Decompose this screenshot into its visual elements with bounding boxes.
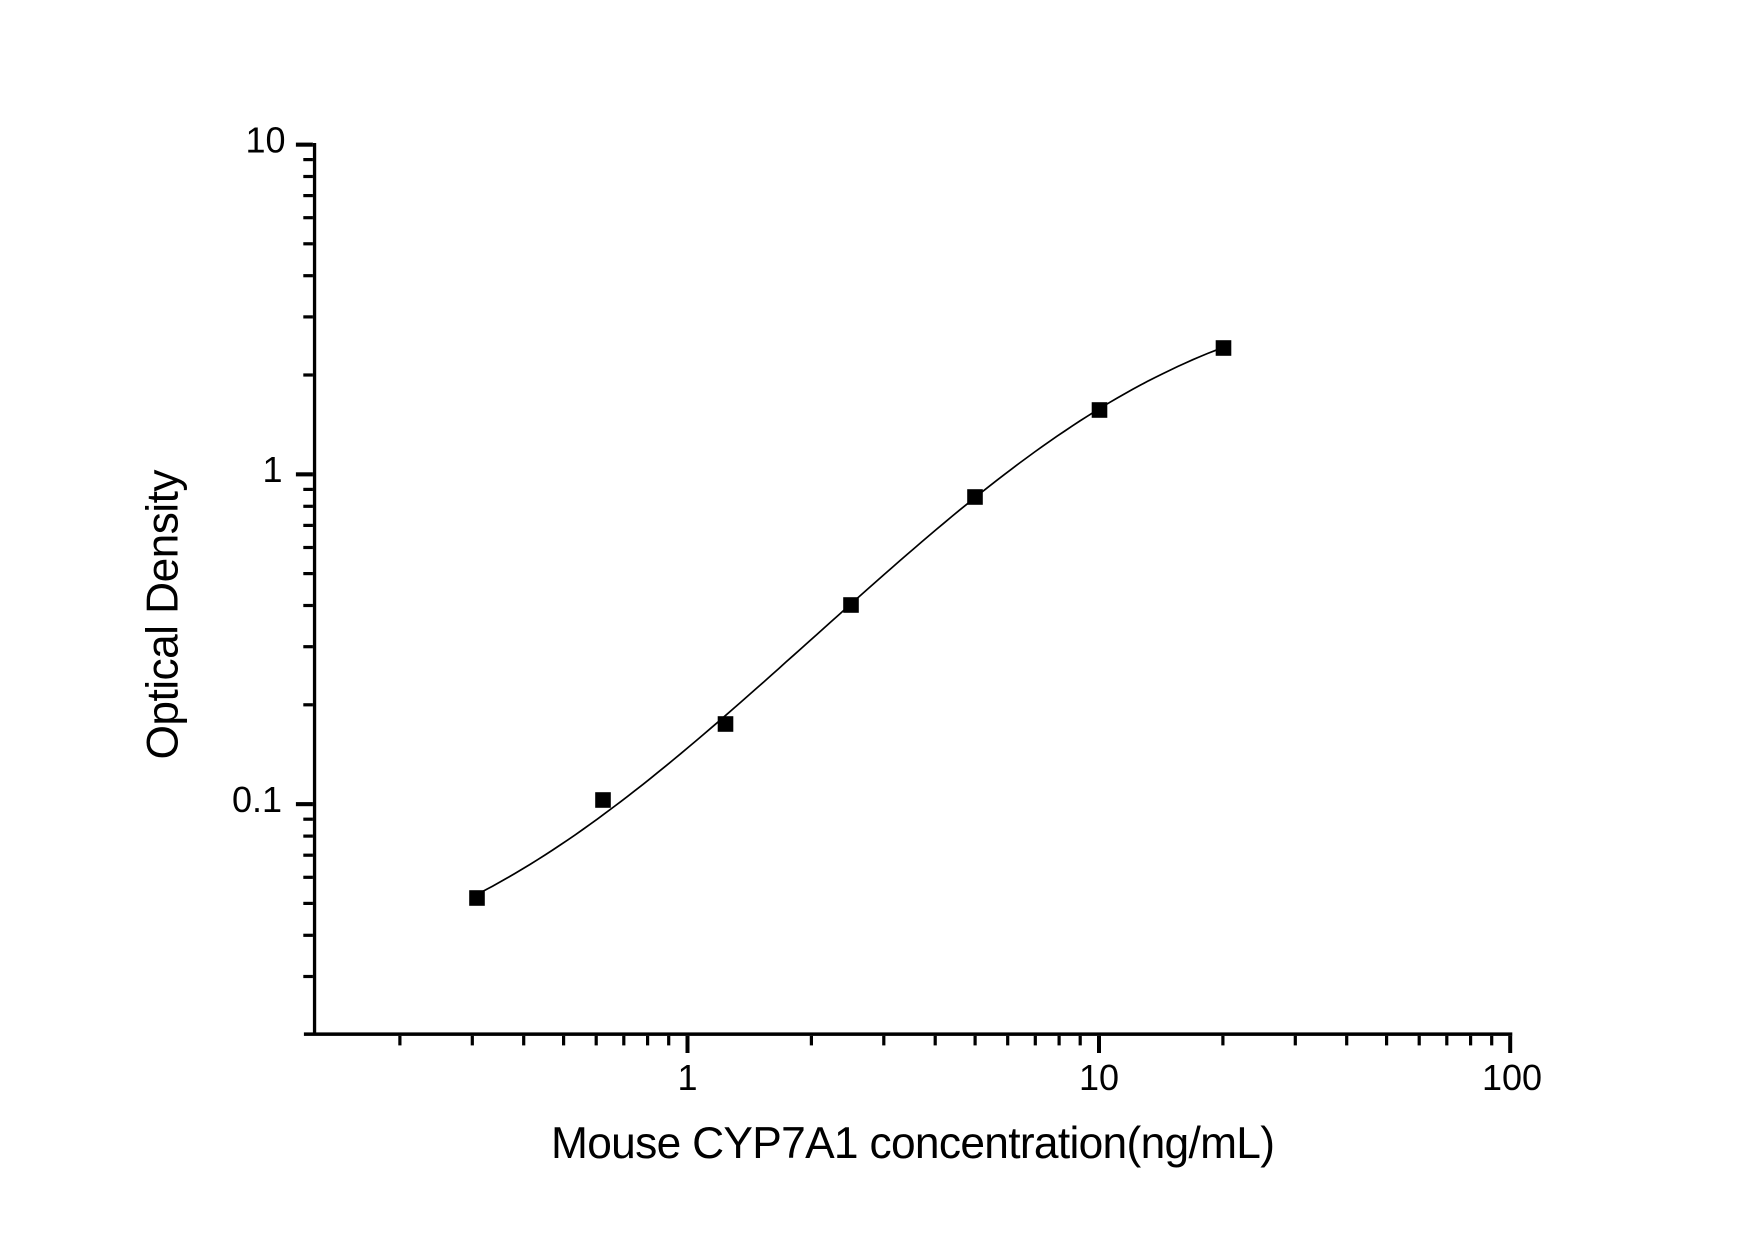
svg-text:10: 10 xyxy=(1079,1057,1119,1098)
svg-text:1: 1 xyxy=(262,449,282,490)
svg-text:10: 10 xyxy=(245,120,285,161)
svg-text:100: 100 xyxy=(1482,1057,1542,1098)
svg-text:Optical Density: Optical Density xyxy=(139,469,188,760)
svg-text:0.1: 0.1 xyxy=(232,779,282,820)
svg-text:Mouse CYP7A1 concentration(ng/: Mouse CYP7A1 concentration(ng/mL) xyxy=(551,1119,1275,1168)
svg-text:1: 1 xyxy=(677,1057,697,1098)
